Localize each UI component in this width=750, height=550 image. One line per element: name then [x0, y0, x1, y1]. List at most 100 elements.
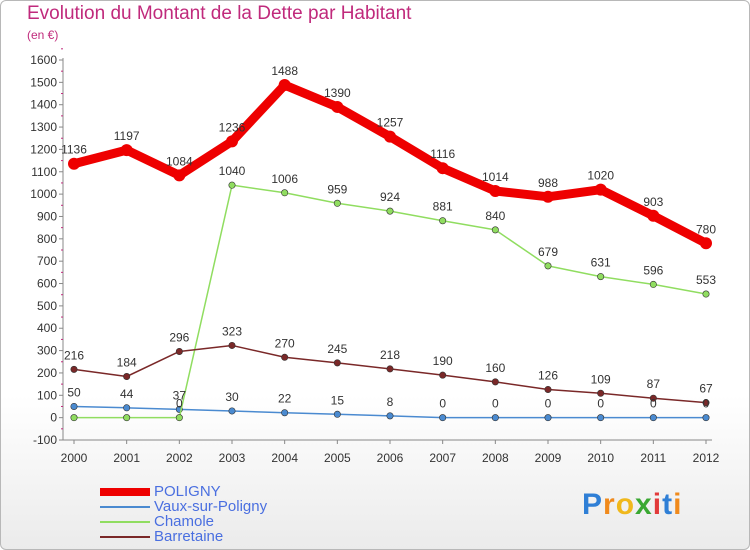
data-point-poligny: [384, 130, 396, 143]
data-label-vaux-sur-poligny: 30: [225, 390, 239, 404]
data-label-chamole: 881: [433, 200, 453, 214]
data-point-poligny: [120, 144, 133, 157]
legend-item-vaux-sur-poligny: Vaux-sur-Poligny: [100, 498, 267, 515]
data-point-barretaine: [597, 389, 605, 397]
data-label-chamole: 1006: [271, 172, 298, 186]
legend-swatch-barretaine: [100, 535, 150, 538]
data-label-vaux-sur-poligny: 0: [439, 397, 446, 411]
data-point-chamole: [702, 290, 710, 298]
data-label-poligny: 780: [696, 222, 716, 236]
data-point-chamole: [228, 181, 236, 189]
data-point-poligny: [331, 100, 344, 113]
data-point-barretaine: [70, 365, 78, 373]
series-line-chamole: [73, 184, 707, 419]
data-label-vaux-sur-poligny: 37: [173, 388, 187, 402]
data-point-vaux-sur-poligny: [439, 414, 447, 422]
y-tick-label: 400: [37, 321, 57, 335]
data-label-vaux-sur-poligny: 50: [67, 385, 81, 399]
chart-legend: POLIGNY Vaux-sur-Poligny Chamole Barreta…: [100, 483, 267, 545]
data-point-vaux-sur-poligny: [544, 414, 552, 422]
data-point-poligny: [700, 237, 712, 250]
legend-swatch-vaux-sur-poligny: [100, 505, 150, 508]
legend-item-chamole: Chamole: [100, 513, 267, 530]
legend-item-barretaine: Barretaine: [100, 528, 267, 545]
data-label-barretaine: 216: [64, 348, 84, 362]
data-label-vaux-sur-poligny: 44: [120, 387, 134, 401]
data-point-barretaine: [281, 353, 289, 361]
data-point-vaux-sur-poligny: [281, 409, 289, 417]
data-label-poligny: 1136: [61, 143, 87, 157]
x-tick-label: 2004: [271, 451, 298, 465]
data-point-chamole: [333, 199, 341, 207]
data-point-poligny: [647, 209, 660, 222]
data-label-poligny: 988: [538, 176, 558, 190]
y-tick-label: 1000: [30, 187, 57, 201]
y-tick-label: 1100: [31, 165, 57, 179]
proxiti-logo: Proxiti: [582, 488, 682, 522]
y-tick-label: 600: [37, 277, 57, 291]
logo-letter: i: [652, 488, 663, 521]
data-label-poligny: 1084: [166, 154, 193, 168]
data-label-barretaine: 160: [485, 361, 505, 375]
data-label-barretaine: 126: [538, 368, 558, 382]
data-point-barretaine: [702, 399, 710, 407]
chart-title: Evolution du Montant de la Dette par Hab…: [27, 3, 412, 24]
legend-swatch-chamole: [100, 520, 150, 523]
x-tick-label: 2000: [61, 451, 88, 465]
data-point-chamole: [491, 226, 499, 234]
chart-subtitle: (en €): [27, 28, 59, 42]
data-label-poligny: 1236: [219, 120, 246, 134]
y-tick-label: 1500: [30, 75, 57, 89]
data-label-barretaine: 296: [169, 330, 189, 344]
data-point-poligny: [173, 169, 186, 182]
legend-swatch-poligny: [100, 487, 150, 496]
data-label-barretaine: 109: [591, 372, 611, 386]
x-tick-label: 2010: [587, 451, 614, 465]
data-point-vaux-sur-poligny: [386, 412, 394, 420]
data-label-poligny: 1390: [324, 86, 351, 100]
y-tick-label: -100: [33, 433, 57, 447]
data-label-poligny: 1020: [587, 169, 614, 183]
data-point-barretaine: [175, 347, 183, 355]
data-label-vaux-sur-poligny: 0: [597, 397, 604, 411]
data-label-chamole: 959: [327, 182, 347, 196]
data-point-barretaine: [228, 341, 236, 349]
data-point-barretaine: [439, 371, 447, 379]
y-tick-label: 800: [37, 232, 57, 246]
data-point-chamole: [439, 217, 447, 225]
data-label-barretaine: 67: [699, 382, 713, 396]
data-point-barretaine: [649, 394, 657, 402]
x-tick-label: 2001: [113, 451, 140, 465]
data-label-barretaine: 184: [117, 356, 137, 370]
data-point-chamole: [386, 207, 394, 215]
data-point-vaux-sur-poligny: [123, 404, 131, 412]
data-point-poligny: [594, 183, 607, 196]
y-tick-label: 1600: [30, 53, 57, 67]
data-label-poligny: 1197: [114, 129, 140, 143]
y-tick-label: 900: [37, 209, 57, 223]
data-point-poligny: [436, 162, 449, 175]
data-label-chamole: 840: [485, 209, 505, 223]
y-tick-label: 200: [37, 366, 57, 380]
data-point-chamole: [649, 280, 657, 288]
y-tick-label: 700: [37, 254, 57, 268]
data-label-barretaine: 270: [275, 336, 295, 350]
data-label-vaux-sur-poligny: 0: [545, 397, 552, 411]
data-label-chamole: 596: [643, 263, 663, 277]
x-tick-label: 2011: [640, 451, 666, 465]
data-point-vaux-sur-poligny: [702, 414, 710, 422]
data-point-poligny: [68, 157, 80, 170]
data-point-barretaine: [333, 359, 341, 367]
data-point-chamole: [70, 414, 78, 422]
x-tick-label: 2007: [429, 451, 456, 465]
data-label-barretaine: 87: [647, 377, 661, 391]
data-point-chamole: [544, 262, 552, 270]
data-point-chamole: [597, 273, 605, 281]
data-label-poligny: 1116: [430, 147, 455, 161]
data-label-chamole: 0: [176, 397, 183, 411]
data-point-poligny: [278, 79, 291, 92]
data-label-vaux-sur-poligny: 15: [331, 393, 345, 407]
legend-label-poligny: POLIGNY: [154, 483, 221, 500]
logo-letter: P: [582, 488, 604, 521]
data-label-poligny: 1257: [377, 116, 404, 130]
